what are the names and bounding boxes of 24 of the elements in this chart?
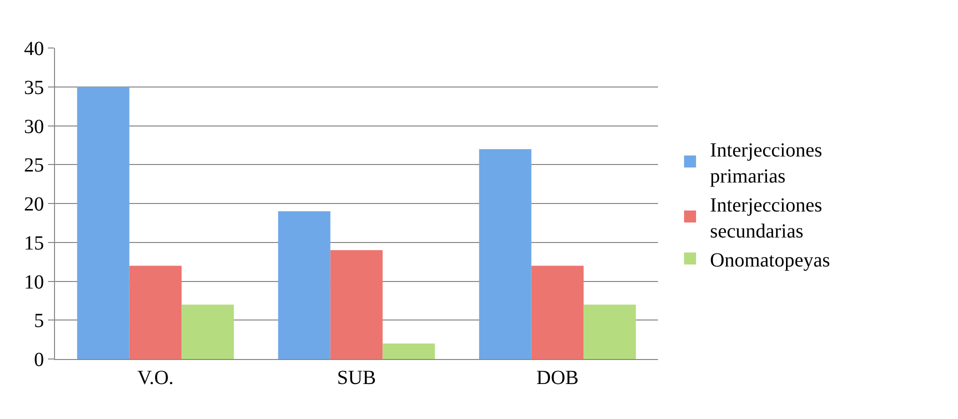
- y-tick-label: 10: [24, 271, 44, 294]
- legend-label: Interjecciones secundarias: [710, 194, 822, 242]
- legend-label: Onomatopeyas: [710, 249, 830, 272]
- bar: [479, 149, 532, 359]
- y-tick-label: 20: [24, 194, 44, 216]
- bar: [182, 304, 234, 359]
- y-tick-label: 0: [34, 349, 44, 371]
- bar: [278, 211, 330, 359]
- bar: [531, 266, 584, 359]
- bar: [129, 266, 182, 359]
- x-tick-label: SUB: [337, 367, 376, 389]
- legend-label: Interjecciones primarias: [710, 139, 822, 188]
- y-tick-label: 35: [24, 76, 44, 99]
- y-tick-label: 5: [34, 310, 44, 332]
- y-tick-label: 30: [24, 116, 44, 138]
- y-tick-label: 40: [24, 38, 44, 60]
- bar: [330, 250, 383, 359]
- bar: [584, 304, 636, 359]
- y-tick-label: 15: [24, 232, 44, 254]
- x-tick-label: DOB: [536, 367, 579, 389]
- bar: [77, 86, 130, 359]
- x-tick-label: V.O.: [137, 367, 174, 389]
- y-tick-label: 25: [24, 154, 44, 177]
- bar: [382, 343, 435, 359]
